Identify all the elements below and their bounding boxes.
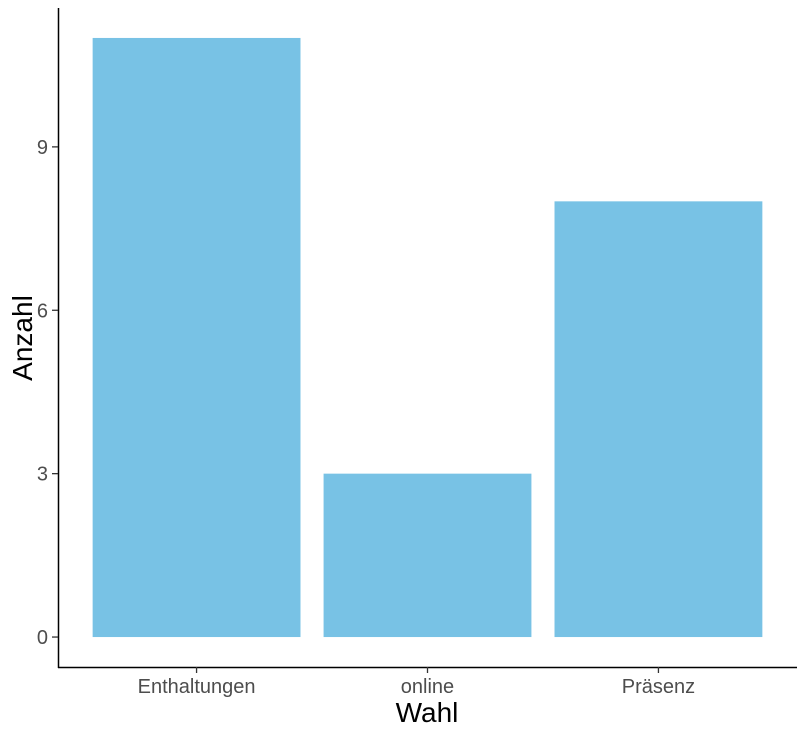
- y-axis-ticks: 0 3 6 9: [37, 137, 58, 649]
- x-tick-label: Präsenz: [622, 676, 695, 698]
- bar-enthaltungen: [92, 37, 301, 638]
- y-tick-label: 0: [37, 627, 48, 649]
- x-tick-label: Enthaltungen: [138, 676, 256, 698]
- x-tick-label: online: [401, 676, 454, 698]
- bar-online: [323, 473, 532, 638]
- x-axis-ticks: Enthaltungen online Präsenz: [138, 667, 695, 698]
- bars-group: [92, 37, 763, 638]
- y-tick-label: 6: [37, 300, 48, 322]
- x-axis-title: Wahl: [396, 697, 459, 728]
- y-tick-label: 3: [37, 464, 48, 486]
- y-tick-label: 9: [37, 137, 48, 159]
- bar-präsenz: [554, 201, 763, 638]
- y-axis-title: Anzahl: [7, 295, 38, 381]
